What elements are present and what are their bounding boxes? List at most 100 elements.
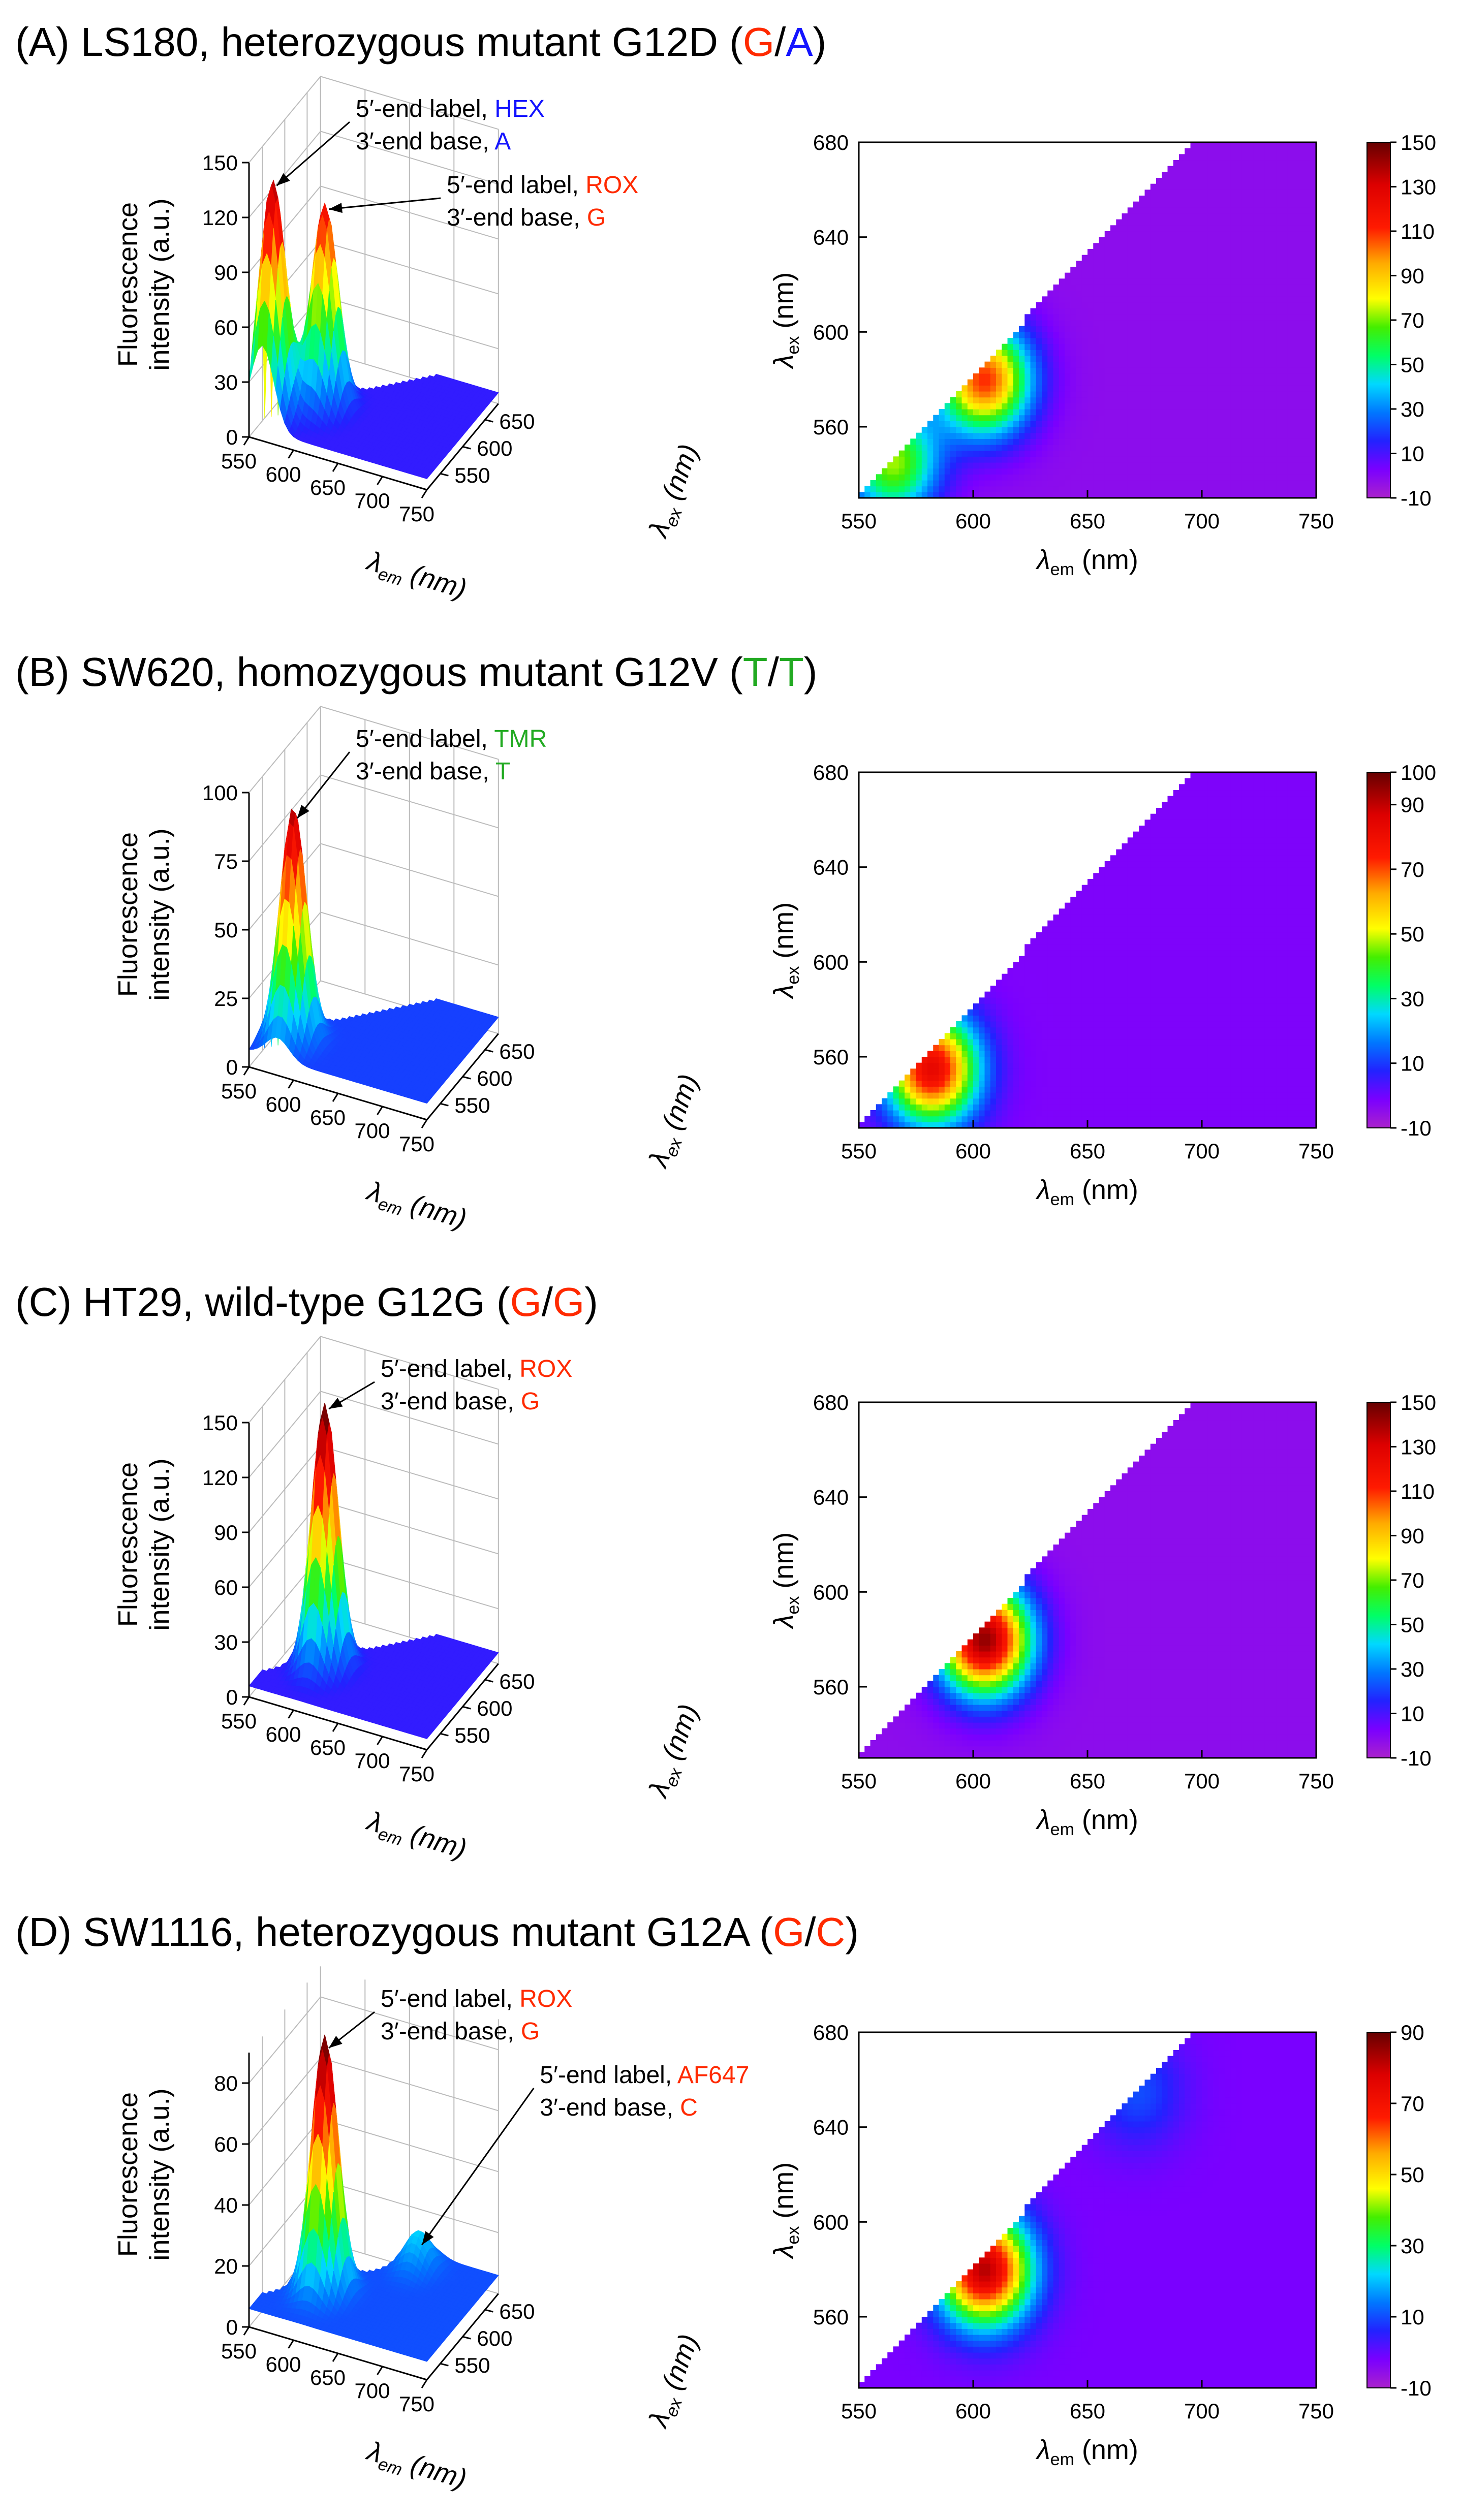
heatmap-cell [910,468,917,475]
heatmap-cell [1024,397,1031,403]
heatmap-cell [1179,320,1185,327]
heatmap-cell [1162,272,1168,279]
heatmap-cell [1179,190,1185,196]
heatmap-cell [1104,432,1111,439]
heatmap-cell [1287,332,1294,338]
heatmap-cell [1259,183,1265,190]
heatmap-cell [1219,468,1225,475]
heatmap-cell [1248,261,1254,267]
heatmap-cell [1293,201,1299,208]
heatmap-cell [1116,427,1123,433]
heatmap-cell [1207,196,1214,202]
heatmap-cell [1059,480,1065,487]
heatmap-cell [1013,468,1019,475]
heatmap-cell [1213,450,1220,457]
heatmap-cell [984,409,991,416]
heatmap-cell [1065,432,1071,439]
heatmap-cell [1081,373,1088,380]
heatmap-cell [1099,462,1105,469]
heatmap-cell [1167,462,1174,469]
heatmap-cell [1213,190,1220,196]
heatmap-cell [1167,391,1174,398]
heatmap-cell [1059,432,1065,439]
heatmap-cell [1139,278,1145,285]
heatmap-cell [1276,427,1283,433]
heatmap-cell [1248,190,1254,196]
heatmap-cell [984,456,991,463]
heatmap-cell [1059,302,1065,309]
heatmap-cell [1196,154,1202,161]
heatmap-cell [956,409,962,416]
heatmap-cell [1264,302,1271,309]
heatmap-cell [1150,486,1157,492]
heatmap-cell [1127,385,1134,392]
heatmap-cell [910,445,917,451]
heatmap-cell [1019,326,1025,332]
heatmap-cell [1007,438,1014,445]
heatmap-cell [1202,350,1208,356]
heatmap-cell [1202,432,1208,439]
heatmap-cell [1081,427,1088,433]
heatmap-cell [1070,438,1077,445]
heatmap-cell [996,356,1002,362]
heatmap-cell [1253,350,1260,356]
heatmap-cell [1253,421,1260,427]
heatmap-cell [1248,285,1254,291]
heatmap-cell [1287,190,1294,196]
heatmap-cell [1185,462,1191,469]
heatmap-cell [1065,278,1071,285]
heatmap-cell [1270,160,1277,167]
heatmap-cell [1241,308,1248,314]
heatmap-cell [1122,391,1128,398]
heatmap-cell [1282,343,1288,350]
heatmap-cell [1076,308,1082,314]
heatmap-cell [979,367,985,374]
heatmap-cell [1019,474,1025,481]
heatmap-cell [1047,338,1054,344]
heatmap-cell [1127,267,1134,273]
heatmap-cell [1282,172,1288,178]
heatmap-cell [1133,462,1139,469]
heatmap-cell [1150,415,1157,421]
heatmap-cell [1042,332,1048,338]
heatmap-cell [1219,356,1225,362]
heatmap-cell [990,391,997,398]
heatmap-cell [882,474,888,481]
heatmap-cell [1042,403,1048,410]
heatmap-cell [1293,343,1299,350]
heatmap-cell [1133,302,1139,309]
heatmap-cell [921,432,928,439]
heatmap-cell [1139,462,1145,469]
z-label-line1: Fluorescence [113,202,143,367]
heatmap-cell [1276,249,1283,256]
heatmap-cell [1282,231,1288,238]
heatmap-cell [1167,326,1174,332]
heatmap-cell [1230,379,1237,386]
heatmap-cell [1287,343,1294,350]
heatmap-cell [1207,421,1214,427]
heatmap-cell [1133,427,1139,433]
heatmap-cell [876,474,882,481]
heatmap-cell [1230,219,1237,226]
heatmap-cell [1230,272,1237,279]
surface [248,808,499,1104]
heatmap-cell [1036,314,1042,321]
heatmap-cell [1167,237,1174,243]
x-tick-label: 750 [399,502,434,526]
heatmap-cell [1241,225,1248,232]
z-label-line2: intensity (a.u.) [144,198,175,370]
heatmap-cell [1099,261,1105,267]
heatmap-cell [1127,367,1134,374]
heatmap-cell [1013,397,1019,403]
heatmap-cell [1219,332,1225,338]
heatmap-cell [1225,190,1231,196]
heatmap-cell [1282,308,1288,314]
heatmap-cell [1196,178,1202,184]
heatmap-cell [990,445,997,451]
heatmap-cell [1270,190,1277,196]
heatmap-cell [1230,421,1237,427]
heatmap-cell [1287,474,1294,481]
heatmap-cell [1253,468,1260,475]
heatmap-cell [1190,350,1197,356]
heatmap-cell [1253,373,1260,380]
